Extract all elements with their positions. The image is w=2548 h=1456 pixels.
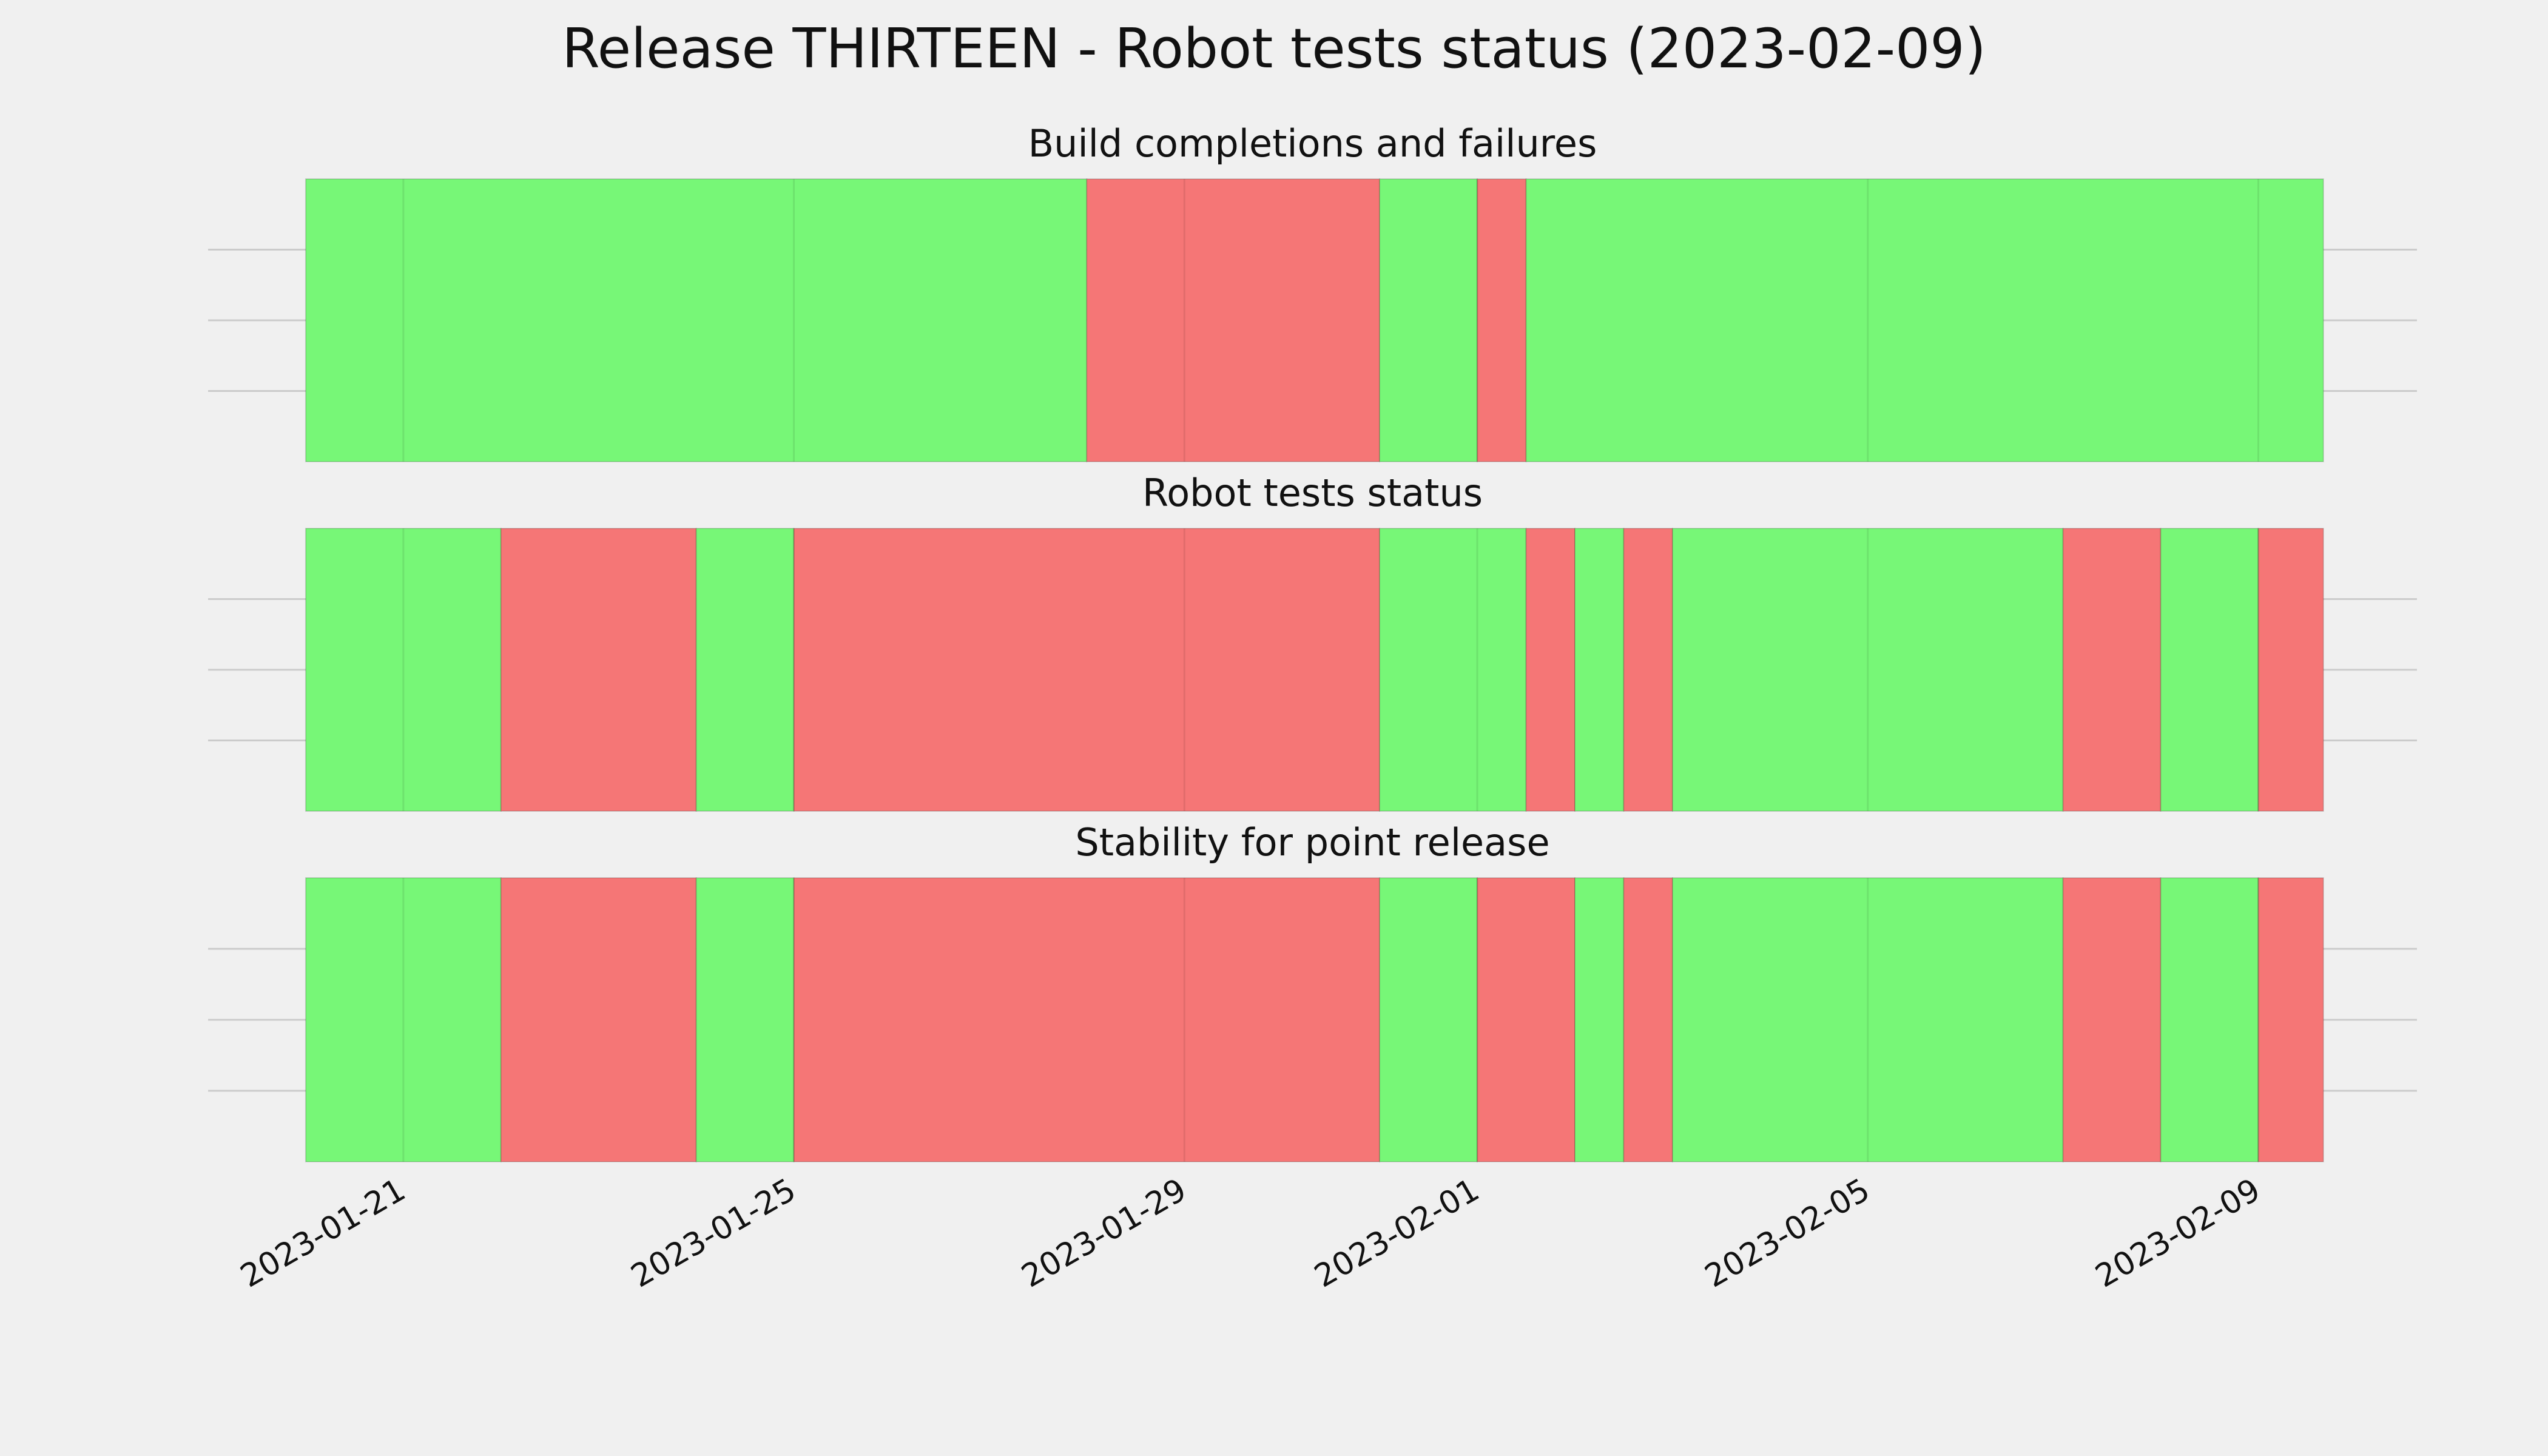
panel-title: Stability for point release — [1075, 820, 1549, 864]
status-span — [1525, 528, 1576, 812]
status-span — [1623, 877, 1673, 1162]
status-span — [500, 877, 697, 1162]
status-span — [1379, 877, 1478, 1162]
status-span — [1477, 178, 1527, 462]
x-tick-label: 2023-02-05 — [1699, 1171, 1876, 1295]
status-span — [1671, 877, 2064, 1162]
chart-title: Release THIRTEEN - Robot tests status (2… — [562, 17, 1986, 81]
status-span — [1574, 877, 1625, 1162]
status-span — [2257, 528, 2324, 812]
panel-title: Build completions and failures — [1028, 121, 1597, 166]
status-span — [305, 528, 502, 812]
status-span — [1379, 528, 1527, 812]
status-span — [1623, 528, 1673, 812]
status-span — [1477, 877, 1576, 1162]
status-span — [695, 528, 795, 812]
x-tick-label: 2023-02-09 — [2089, 1171, 2267, 1295]
status-span — [793, 528, 1381, 812]
status-span — [1086, 178, 1381, 462]
status-span — [2062, 877, 2162, 1162]
status-span — [1671, 528, 2064, 812]
status-span — [500, 528, 697, 812]
status-span — [305, 877, 502, 1162]
panel-title: Robot tests status — [1142, 471, 1483, 515]
x-tick-label: 2023-01-21 — [235, 1171, 412, 1295]
status-span — [695, 877, 795, 1162]
status-span — [2160, 528, 2259, 812]
status-span — [2257, 877, 2324, 1162]
status-span — [1574, 528, 1625, 812]
status-span — [2160, 877, 2259, 1162]
status-span — [305, 178, 1088, 462]
x-tick-label: 2023-01-25 — [625, 1171, 802, 1295]
x-tick-label: 2023-01-29 — [1016, 1171, 1193, 1295]
status-span — [1525, 178, 2324, 462]
status-span — [793, 877, 1381, 1162]
x-tick-label: 2023-02-01 — [1309, 1171, 1486, 1295]
status-span — [1379, 178, 1478, 462]
status-span — [2062, 528, 2162, 812]
